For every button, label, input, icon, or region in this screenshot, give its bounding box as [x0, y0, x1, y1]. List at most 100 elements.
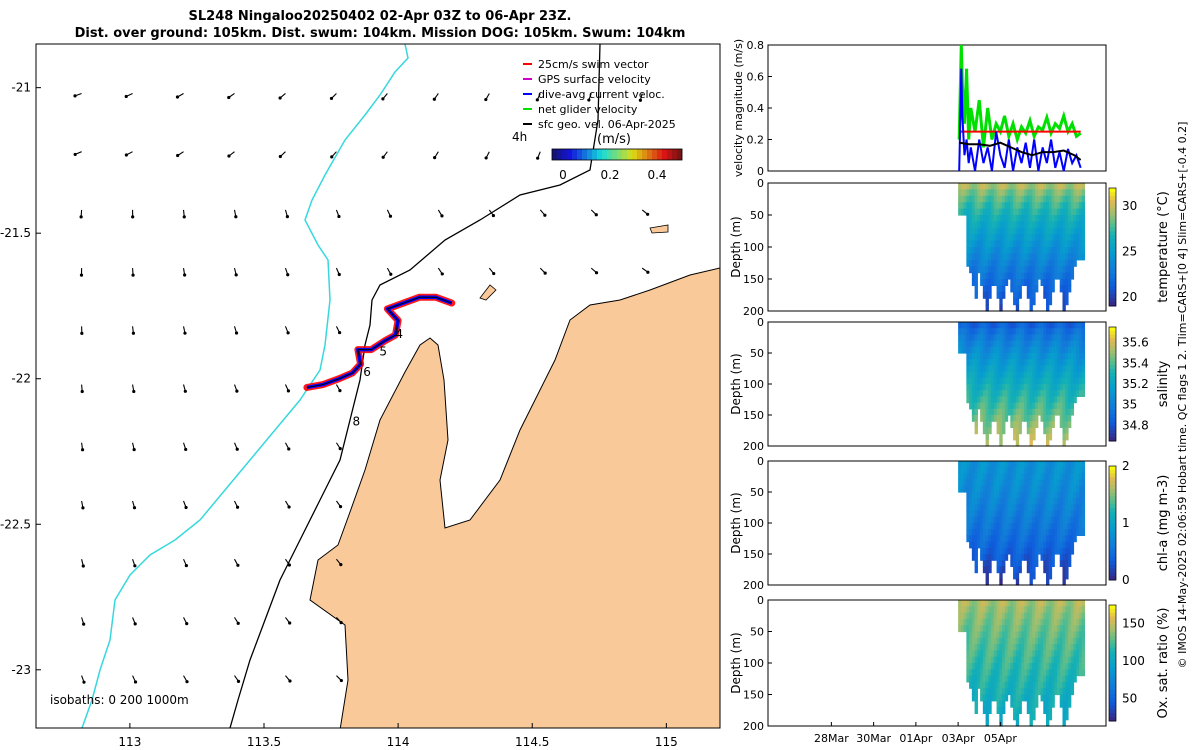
field-cell	[1026, 479, 1031, 487]
field-cell	[1002, 334, 1006, 342]
field-cell	[982, 618, 987, 626]
field-cell	[1051, 285, 1055, 293]
field-cell	[993, 669, 998, 677]
field-cell	[991, 328, 995, 335]
field-cell	[1035, 535, 1039, 543]
field-cell	[1015, 384, 1020, 391]
field-cell	[1010, 535, 1014, 543]
field-cell	[1043, 541, 1047, 549]
geo-vector-head	[185, 622, 189, 626]
field-cell	[988, 510, 992, 518]
field-cell	[974, 421, 978, 428]
field-cell	[1081, 234, 1086, 242]
field-cell	[1070, 631, 1075, 639]
map-y-tick-label: -21	[11, 81, 31, 95]
field-cell	[1026, 322, 1031, 329]
field-cell	[1065, 498, 1069, 505]
field-cell	[1062, 560, 1066, 567]
field-cell	[985, 631, 989, 639]
field-cell	[1040, 523, 1044, 530]
field-cell	[982, 415, 987, 422]
field-cell	[1067, 656, 1072, 664]
field-cell	[982, 215, 987, 222]
field-cell	[966, 183, 970, 190]
field-cell	[1015, 681, 1020, 689]
field-cell	[980, 340, 984, 348]
geo-vector-head	[330, 155, 334, 159]
field-cell	[1065, 625, 1069, 633]
field-cell	[1073, 183, 1077, 190]
field-cell	[1032, 215, 1036, 222]
field-cell	[996, 669, 1000, 677]
field-cell	[985, 554, 989, 561]
field-cell	[1018, 195, 1022, 203]
field-cell	[1073, 492, 1077, 499]
field-cell	[966, 485, 970, 493]
field-cell	[971, 504, 976, 512]
colorbar-cell	[1109, 624, 1116, 629]
field-cell	[999, 606, 1003, 614]
field-cell	[1010, 285, 1014, 293]
field-cell	[966, 359, 970, 366]
field-cell	[988, 285, 992, 293]
field-cell	[1021, 266, 1025, 274]
field-cell	[1037, 504, 1042, 512]
field-cell	[1015, 421, 1020, 428]
field-cell	[1018, 625, 1022, 633]
field-cell	[969, 631, 973, 639]
field-cell	[1035, 253, 1039, 261]
field-cell	[988, 560, 992, 567]
field-cell	[1051, 390, 1055, 397]
field-cell	[1043, 554, 1047, 561]
field-cell	[1056, 266, 1061, 274]
field-cell	[1062, 247, 1066, 254]
field-cell	[966, 600, 970, 607]
field-cell	[1059, 346, 1064, 354]
field-cell	[969, 322, 973, 329]
field-cell	[1070, 259, 1075, 267]
field-cell	[993, 529, 998, 536]
geo-vector-head	[79, 215, 83, 219]
field-cell	[969, 675, 973, 683]
field-cell	[1078, 618, 1083, 626]
field-cell	[1018, 322, 1022, 329]
field-cell	[980, 669, 984, 677]
field-cell	[1067, 461, 1072, 468]
field-cell	[1056, 408, 1061, 416]
field-cell	[1004, 688, 1009, 696]
field-cell	[1026, 259, 1031, 267]
field-cell	[988, 600, 992, 607]
field-cell	[1035, 504, 1039, 512]
field-cell	[1037, 259, 1042, 267]
field-cell	[1078, 234, 1083, 242]
field-cell	[1015, 492, 1020, 499]
colorbar-tick-label: 30	[1122, 199, 1137, 213]
field-cell	[1002, 183, 1006, 190]
field-cell	[1032, 227, 1036, 235]
field-cell	[1029, 240, 1033, 248]
field-cell	[1021, 541, 1025, 549]
field-cell	[993, 272, 998, 280]
colorbar-cell	[1109, 372, 1116, 377]
field-cell	[1059, 535, 1064, 543]
field-cell	[1048, 208, 1053, 216]
field-cell	[996, 279, 1000, 286]
field-cell	[1046, 637, 1050, 645]
field-cell	[1035, 377, 1039, 385]
field-cell	[1015, 189, 1020, 197]
field-cell	[958, 334, 962, 342]
field-cell	[1029, 322, 1033, 329]
field-cell	[1013, 340, 1017, 348]
field-cell	[1029, 353, 1033, 360]
field-cell	[996, 631, 1000, 639]
field-cell	[1037, 272, 1042, 280]
field-cell	[999, 644, 1003, 651]
field-cell	[1015, 694, 1020, 702]
velocity-y-tick-label: 0	[757, 165, 764, 178]
field-cell	[1026, 707, 1031, 714]
field-cell	[1067, 523, 1072, 530]
field-cell	[996, 612, 1000, 620]
field-cell	[969, 510, 973, 518]
field-cell	[969, 340, 973, 348]
field-cell	[982, 247, 987, 254]
